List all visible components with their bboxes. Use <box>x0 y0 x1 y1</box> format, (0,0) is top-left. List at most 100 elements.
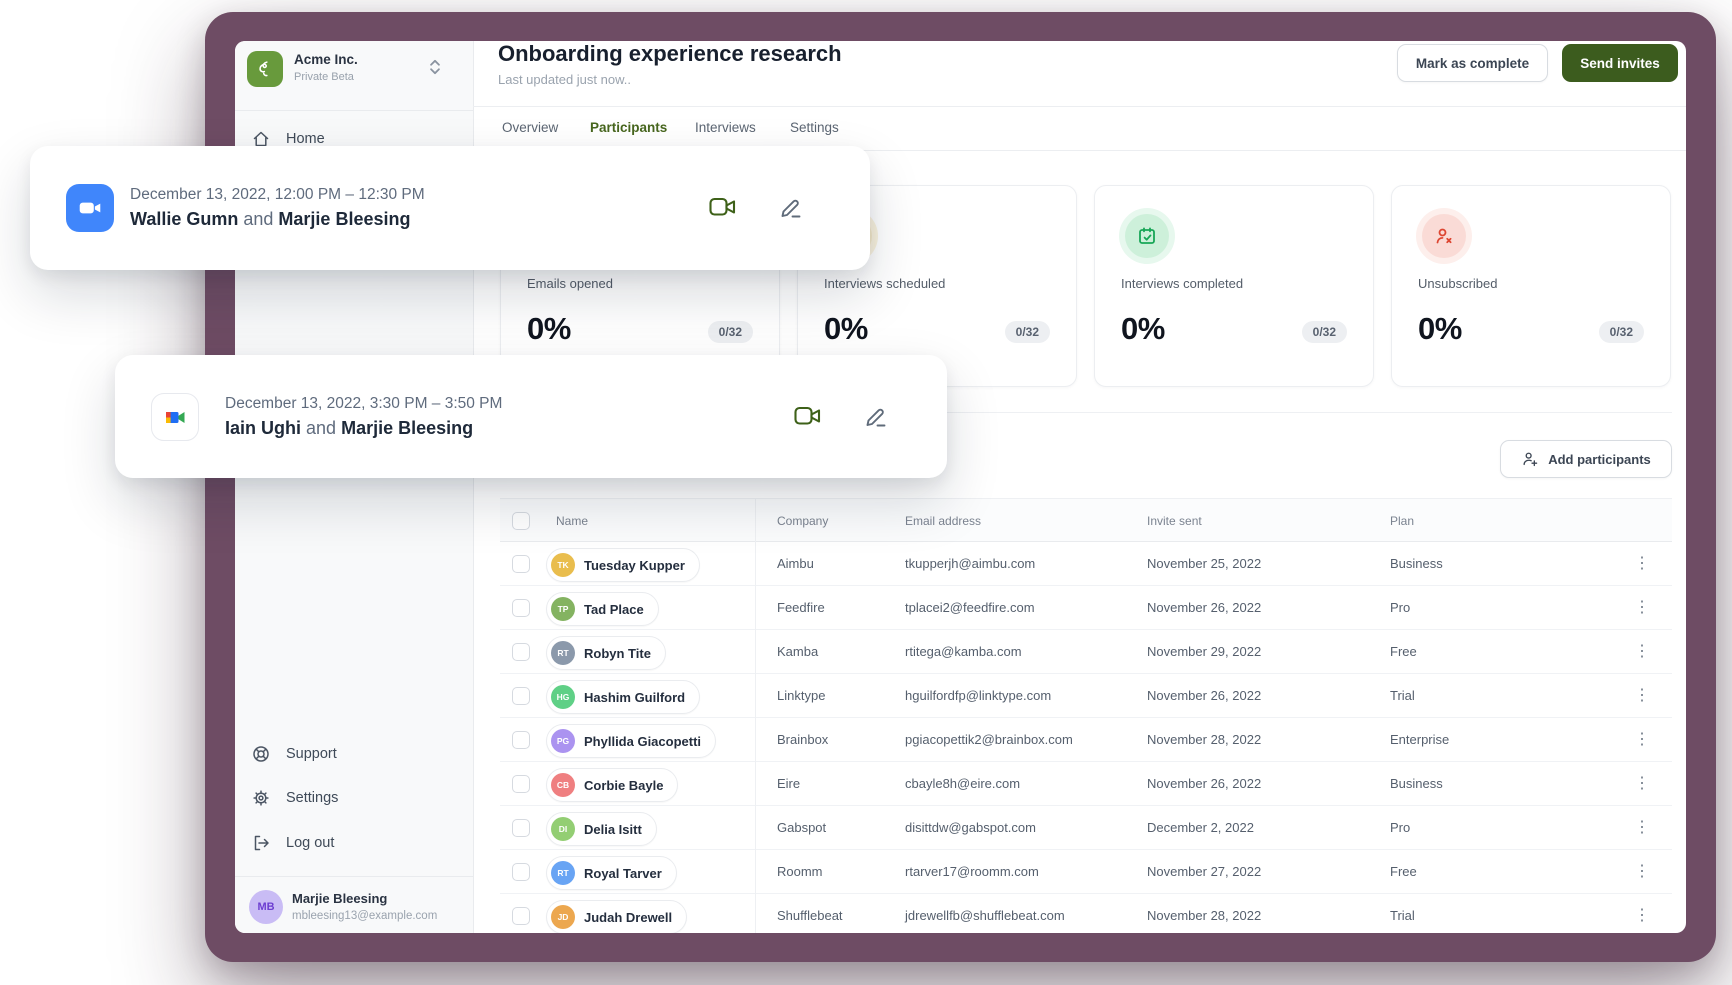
participant-name: Robyn Tite <box>584 645 651 661</box>
company-cell: Kamba <box>777 644 819 659</box>
participant-name-chip[interactable]: DI Delia Isitt <box>546 812 657 846</box>
company-cell: Shufflebeat <box>777 908 843 923</box>
stat-label: Interviews scheduled <box>824 276 946 291</box>
plan-cell: Enterprise <box>1390 732 1450 747</box>
stat-count-badge: 0/32 <box>707 321 753 343</box>
row-checkbox[interactable] <box>512 731 530 749</box>
table-column-divider <box>755 498 756 933</box>
stat-value: 0% <box>824 311 868 346</box>
row-menu-icon[interactable]: ⋮ <box>1634 863 1650 880</box>
row-menu-icon[interactable]: ⋮ <box>1634 907 1650 924</box>
email-cell: rtarver17@roomm.com <box>905 864 1039 879</box>
participant-name-chip[interactable]: RT Royal Tarver <box>546 856 677 890</box>
column-header-invite-sent: Invite sent <box>1147 514 1202 528</box>
send-invites-button[interactable]: Send invites <box>1562 44 1678 82</box>
participant-name-chip[interactable]: JD Judah Drewell <box>546 900 688 933</box>
participant-name-chip[interactable]: TK Tuesday Kupper <box>546 548 700 582</box>
email-cell: jdrewellfb@shufflebeat.com <box>905 908 1065 923</box>
table-row[interactable]: RT Robyn Tite Kamba rtitega@kamba.com No… <box>500 630 1672 674</box>
table-row[interactable]: JD Judah Drewell Shufflebeat jdrewellfb@… <box>500 894 1672 933</box>
edit-pencil-icon[interactable] <box>863 404 889 430</box>
logout-icon <box>254 835 269 851</box>
last-updated-text: Last updated just now.. <box>498 72 631 87</box>
tab-overview[interactable]: Overview <box>502 120 559 135</box>
row-checkbox[interactable] <box>512 599 530 617</box>
invite-sent-cell: November 26, 2022 <box>1147 688 1262 703</box>
stat-count-badge: 0/32 <box>1004 321 1050 343</box>
row-menu-icon[interactable]: ⋮ <box>1634 555 1650 572</box>
participant-name: Phyllida Giacopetti <box>584 733 702 749</box>
participant-name-chip[interactable]: PG Phyllida Giacopetti <box>546 724 717 758</box>
participant-name-chip[interactable]: HG Hashim Guilford <box>546 680 701 714</box>
row-menu-icon[interactable]: ⋮ <box>1634 687 1650 704</box>
meeting-info: December 13, 2022, 3:30 PM – 3:50 PM Iai… <box>225 395 502 439</box>
participant-name-chip[interactable]: CB Corbie Bayle <box>546 768 679 802</box>
table-row[interactable]: PG Phyllida Giacopetti Brainbox pgiacope… <box>500 718 1672 762</box>
company-cell: Aimbu <box>777 556 814 571</box>
select-all-checkbox[interactable] <box>512 512 530 530</box>
row-checkbox[interactable] <box>512 643 530 661</box>
video-camera-icon[interactable] <box>708 194 738 220</box>
stat-label: Unsubscribed <box>1418 276 1498 291</box>
table-row[interactable]: CB Corbie Bayle Eire cbayle8h@eire.com N… <box>500 762 1672 806</box>
email-cell: cbayle8h@eire.com <box>905 776 1021 791</box>
table-row[interactable]: RT Royal Tarver Roomm rtarver17@roomm.co… <box>500 850 1672 894</box>
add-participants-button[interactable]: Add participants <box>1500 440 1672 478</box>
row-checkbox[interactable] <box>512 775 530 793</box>
table-row[interactable]: TK Tuesday Kupper Aimbu tkupperjh@aimbu.… <box>500 542 1672 586</box>
row-menu-icon[interactable]: ⋮ <box>1634 643 1650 660</box>
stat-count-badge: 0/32 <box>1301 321 1347 343</box>
sidebar-item-support[interactable]: Support <box>251 741 457 767</box>
row-menu-icon[interactable]: ⋮ <box>1634 731 1650 748</box>
table-row[interactable]: HG Hashim Guilford Linktype hguilfordfp@… <box>500 674 1672 718</box>
company-cell: Linktype <box>777 688 826 703</box>
invite-sent-cell: November 29, 2022 <box>1147 644 1262 659</box>
participant-name-chip[interactable]: TP Tad Place <box>546 592 659 626</box>
row-menu-icon[interactable]: ⋮ <box>1634 819 1650 836</box>
acme-logo <box>247 51 283 87</box>
meeting-participants: Iain Ughi and Marjie Bleesing <box>225 417 474 438</box>
plan-cell: Free <box>1390 864 1417 879</box>
sidebar-item-settings[interactable]: Settings <box>251 785 457 811</box>
row-checkbox[interactable] <box>512 555 530 573</box>
stat-card-interviews-completed: Interviews completed 0% 0/32 <box>1094 185 1374 387</box>
participant-avatar: HG <box>551 685 575 709</box>
table-header: Name Company Email address Invite sent P… <box>500 498 1672 542</box>
table-row[interactable]: TP Tad Place Feedfire tplacei2@feedfire.… <box>500 586 1672 630</box>
tab-interviews[interactable]: Interviews <box>695 120 756 135</box>
chevron-up-down-icon <box>428 58 442 76</box>
video-camera-icon[interactable] <box>793 403 823 429</box>
workspace-switcher[interactable]: Acme Inc. Private Beta <box>235 41 473 111</box>
invite-sent-cell: November 27, 2022 <box>1147 864 1262 879</box>
mark-as-complete-button[interactable]: Mark as complete <box>1397 44 1548 82</box>
row-menu-icon[interactable]: ⋮ <box>1634 775 1650 792</box>
column-header-email: Email address <box>905 514 982 528</box>
user-x-icon <box>1422 214 1466 258</box>
tab-settings[interactable]: Settings <box>790 120 839 135</box>
sidebar-item-home[interactable]: Home <box>251 126 457 152</box>
participant-name: Corbie Bayle <box>584 777 664 793</box>
add-participants-label: Add participants <box>1548 451 1651 467</box>
participant-avatar: PG <box>551 729 575 753</box>
sidebar-item-logout[interactable]: Log out <box>251 830 457 856</box>
plan-cell: Pro <box>1390 820 1411 835</box>
home-icon <box>253 131 269 147</box>
user-account[interactable]: MB Marjie Bleesing mbleesing13@example.c… <box>235 884 473 933</box>
tab-participants[interactable]: Participants <box>590 120 668 135</box>
stat-label: Emails opened <box>527 276 613 291</box>
row-checkbox[interactable] <box>512 863 530 881</box>
row-checkbox[interactable] <box>512 819 530 837</box>
meeting-participants: Wallie Gumn and Marjie Bleesing <box>130 209 411 229</box>
row-checkbox[interactable] <box>512 907 530 925</box>
company-cell: Gabspot <box>777 820 827 835</box>
participant-name-chip[interactable]: RT Robyn Tite <box>546 636 666 670</box>
meeting-datetime: December 13, 2022, 3:30 PM – 3:50 PM <box>225 394 503 412</box>
row-menu-icon[interactable]: ⋮ <box>1634 599 1650 616</box>
table-row[interactable]: DI Delia Isitt Gabspot disittdw@gabspot.… <box>500 806 1672 850</box>
edit-pencil-icon[interactable] <box>778 195 804 221</box>
gear-icon <box>253 790 269 806</box>
row-checkbox[interactable] <box>512 687 530 705</box>
column-header-plan: Plan <box>1390 514 1415 528</box>
plan-cell: Trial <box>1390 908 1415 923</box>
user-email: mbleesing13@example.com <box>292 910 438 922</box>
